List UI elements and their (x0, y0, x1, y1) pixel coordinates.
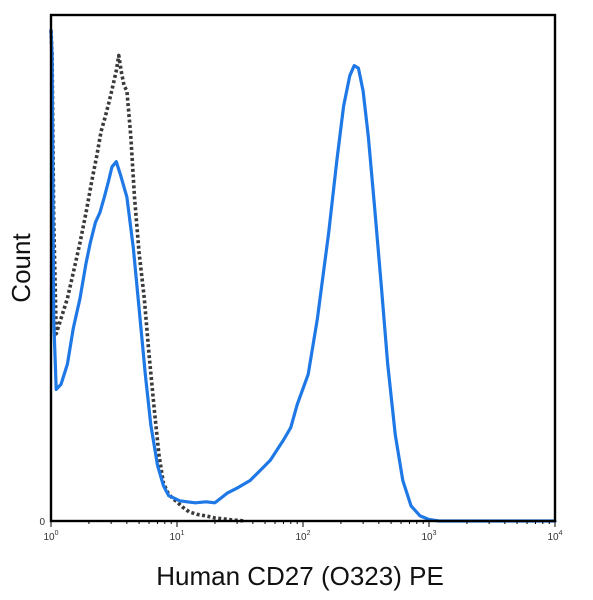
tick-layer: 100 101 102 103 104 0 (39, 517, 562, 543)
x-tick-label: 102 (295, 530, 310, 543)
x-axis-title: Human CD27 (O323) PE (156, 561, 444, 591)
series-layer (49, 28, 557, 523)
series-line-solid (49, 28, 557, 523)
y-tick-label: 0 (39, 517, 45, 528)
x-tick-label: 100 (43, 530, 58, 543)
plot-area (51, 15, 555, 521)
y-axis-title: Count (6, 233, 36, 303)
x-tick-label: 104 (547, 530, 562, 543)
x-tick-label: 101 (169, 530, 184, 543)
x-tick-label: 103 (421, 530, 436, 543)
series-line-dotted (49, 30, 246, 523)
